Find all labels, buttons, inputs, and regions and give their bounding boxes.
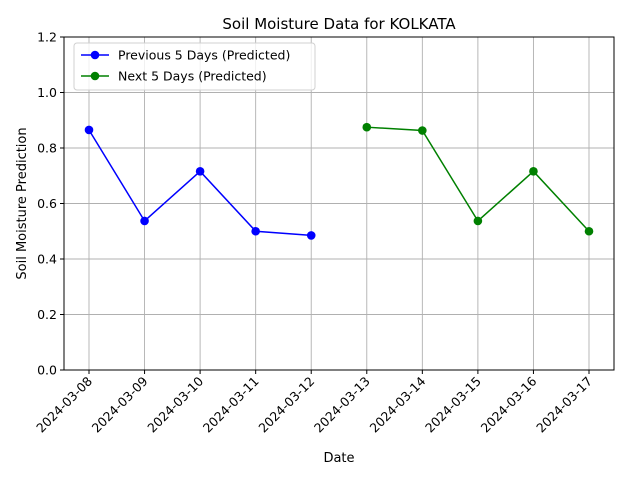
legend-items: Previous 5 Days (Predicted) Next 5 Days (… xyxy=(81,48,290,84)
y-tick-label: 0.6 xyxy=(37,196,57,211)
data-point xyxy=(529,167,538,176)
legend-label: Previous 5 Days (Predicted) xyxy=(118,48,290,63)
y-tick-label: 0.2 xyxy=(37,307,57,322)
legend-swatch-marker xyxy=(90,71,100,81)
legend-swatch-marker xyxy=(90,50,100,60)
data-point xyxy=(473,216,483,226)
data-point xyxy=(362,122,372,132)
y-axis-ticks: 0.0 0.2 0.4 0.6 0.8 1.0 1.2 xyxy=(37,30,64,378)
y-tick-label: 0.4 xyxy=(37,252,57,267)
y-tick-label: 0.0 xyxy=(37,363,57,378)
series-2 xyxy=(362,122,594,236)
chart-title: Soil Moisture Data for KOLKATA xyxy=(222,15,456,33)
y-tick-label: 1.2 xyxy=(37,30,57,45)
data-point xyxy=(84,125,94,135)
data-point xyxy=(418,126,427,135)
y-axis-label: Soil Moisture Prediction xyxy=(15,127,30,279)
data-point xyxy=(140,216,149,226)
data-point xyxy=(584,226,594,236)
series-layer xyxy=(84,122,594,240)
y-tick-label: 1.0 xyxy=(37,85,57,100)
legend: Previous 5 Days (Predicted) Next 5 Days (… xyxy=(73,42,316,91)
data-point xyxy=(306,231,316,240)
data-point xyxy=(195,167,205,176)
series-1 xyxy=(84,125,316,240)
legend-box xyxy=(73,42,316,91)
legend-label: Next 5 Days (Predicted) xyxy=(118,69,267,84)
x-axis-label: Date xyxy=(323,451,354,466)
y-tick-label: 0.8 xyxy=(37,141,57,156)
data-point xyxy=(251,226,260,236)
